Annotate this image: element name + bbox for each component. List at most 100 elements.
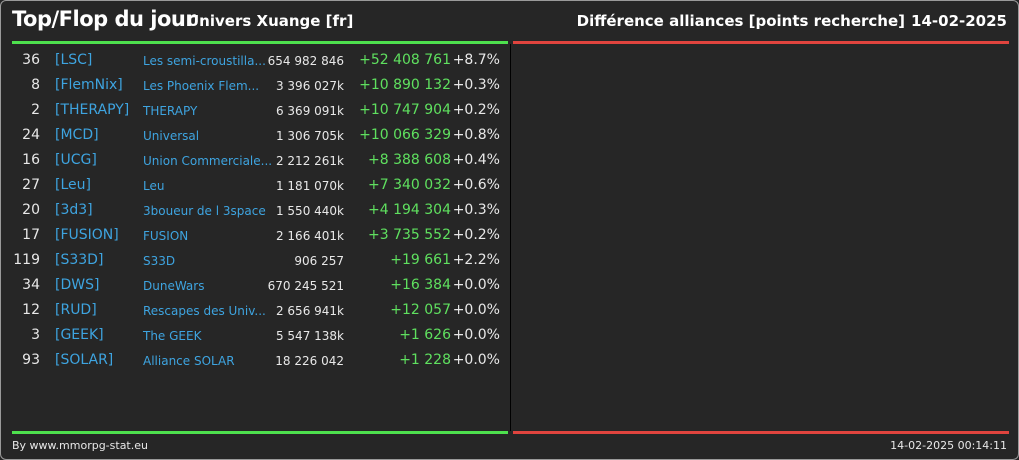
alliance-name-link[interactable]: DuneWars: [143, 279, 205, 293]
points-value: 6 369 091k: [275, 104, 344, 118]
alliance-tag-link[interactable]: [GEEK]: [55, 327, 104, 343]
rank-value: 36: [22, 52, 40, 68]
rank-value: 27: [22, 177, 40, 193]
rank-value: 2: [31, 102, 40, 118]
difference-value: +16 384: [390, 277, 451, 293]
percent-value: +0.3%: [452, 202, 500, 218]
top-section-bottom-line: [12, 431, 508, 434]
flop-section-line: [513, 41, 1009, 44]
alliance-name-link[interactable]: FUSION: [143, 229, 189, 243]
top-section-line: [12, 41, 508, 44]
difference-value: +4 194 304: [368, 202, 451, 218]
alliance-name-link[interactable]: Union Commerciale...: [143, 154, 273, 168]
points-value: 1 550 440k: [275, 204, 344, 218]
difference-value: +52 408 761: [359, 52, 451, 68]
percent-value: +0.2%: [452, 227, 500, 243]
percent-value: +0.0%: [452, 277, 500, 293]
percent-value: +0.0%: [452, 327, 500, 343]
alliance-name-link[interactable]: Alliance SOLAR: [143, 354, 235, 368]
rank-value: 16: [22, 152, 40, 168]
alliance-tag-link[interactable]: [SOLAR]: [55, 352, 114, 368]
alliance-name-link[interactable]: The GEEK: [143, 329, 202, 343]
points-value: 1 306 705k: [275, 129, 344, 143]
rank-value: 8: [31, 77, 40, 93]
alliance-tag-link[interactable]: [RUD]: [55, 302, 97, 318]
percent-value: +0.8%: [452, 127, 500, 143]
column-divider: [510, 44, 511, 431]
percent-value: +0.0%: [452, 352, 500, 368]
rank-value: 34: [22, 277, 40, 293]
alliance-tag-link[interactable]: [LSC]: [55, 52, 93, 68]
alliance-name-link[interactable]: 3boueur de l 3space: [143, 204, 266, 218]
points-value: 1 181 070k: [275, 179, 344, 193]
percent-value: +2.2%: [452, 252, 500, 268]
percent-value: +0.2%: [452, 102, 500, 118]
alliance-name-link[interactable]: Universal: [143, 129, 200, 143]
list-item: 12 [RUD] Rescapes des Univ... 2 656 941k +12…: [1, 298, 510, 323]
alliance-tag-link[interactable]: [DWS]: [55, 277, 100, 293]
list-item: 3 [GEEK] The GEEK 5 547 138k +1 626 +0.0%: [1, 323, 510, 348]
difference-value: +3 735 552: [368, 227, 451, 243]
list-item: 34 [DWS] DuneWars 670 245 521 +16 384 +0.0%: [1, 273, 510, 298]
difference-value: +10 066 329: [359, 127, 451, 143]
rank-value: 24: [22, 127, 40, 143]
generated-timestamp: 14-02-2025 00:14:11: [890, 439, 1007, 452]
alliance-name-link[interactable]: THERAPY: [143, 104, 198, 118]
rank-value: 3: [31, 327, 40, 343]
rank-value: 119: [13, 252, 40, 268]
top-list: 36 [LSC] Les semi-croustilla... 654 982 846…: [1, 48, 510, 373]
date-label: 14-02-2025: [911, 12, 1007, 30]
alliance-name-link[interactable]: S33D: [143, 254, 176, 268]
alliance-tag-link[interactable]: [S33D]: [55, 252, 104, 268]
list-item: 93 [SOLAR] Alliance SOLAR 18 226 042 +1 228 +…: [1, 348, 510, 373]
list-item: 17 [FUSION] FUSION 2 166 401k +3 735 552 +0.2…: [1, 223, 510, 248]
alliance-tag-link[interactable]: [THERAPY]: [55, 102, 130, 118]
points-value: 2 166 401k: [275, 229, 344, 243]
points-value: 3 396 027k: [275, 79, 344, 93]
points-value: 670 245 521: [267, 279, 344, 293]
difference-value: +10 890 132: [359, 77, 451, 93]
alliance-name-link[interactable]: Les Phoenix Flem...: [143, 79, 260, 93]
rank-value: 12: [22, 302, 40, 318]
rank-value: 17: [22, 227, 40, 243]
percent-value: +0.0%: [452, 302, 500, 318]
page-title: Top/Flop du jour: [12, 7, 196, 31]
list-item: 36 [LSC] Les semi-croustilla... 654 982 846…: [1, 48, 510, 73]
points-value: 906 257: [294, 254, 344, 268]
category-label: Différence alliances [points recherche]: [576, 12, 905, 30]
rank-value: 93: [22, 352, 40, 368]
points-value: 2 212 261k: [275, 154, 344, 168]
list-item: 24 [MCD] Universal 1 306 705k +10 066 329 +0.…: [1, 123, 510, 148]
points-value: 2 656 941k: [275, 304, 344, 318]
difference-value: +10 747 904: [359, 102, 451, 118]
difference-value: +19 661: [390, 252, 451, 268]
list-item: 119 [S33D] S33D 906 257 +19 661 +2.2%: [1, 248, 510, 273]
difference-value: +1 228: [399, 352, 451, 368]
list-item: 8 [FlemNix] Les Phoenix Flem... 3 396 027k +…: [1, 73, 510, 98]
alliance-tag-link[interactable]: [3d3]: [55, 202, 93, 218]
percent-value: +8.7%: [452, 52, 500, 68]
points-value: 5 547 138k: [275, 329, 344, 343]
list-item: 2 [THERAPY] THERAPY 6 369 091k +10 747 904 +0…: [1, 98, 510, 123]
flop-section-bottom-line: [513, 431, 1009, 434]
universe-label: Univers Xuange [fr]: [187, 12, 354, 30]
alliance-tag-link[interactable]: [UCG]: [55, 152, 97, 168]
percent-value: +0.3%: [452, 77, 500, 93]
difference-value: +1 626: [399, 327, 451, 343]
difference-value: +12 057: [390, 302, 451, 318]
alliance-tag-link[interactable]: [Leu]: [55, 177, 91, 193]
source-credit: By www.mmorpg-stat.eu: [12, 439, 148, 452]
list-item: 16 [UCG] Union Commerciale... 2 212 261k +8 …: [1, 148, 510, 173]
alliance-tag-link[interactable]: [FlemNix]: [55, 77, 123, 93]
alliance-tag-link[interactable]: [FUSION]: [55, 227, 119, 243]
percent-value: +0.4%: [452, 152, 500, 168]
alliance-name-link[interactable]: Les semi-croustilla...: [143, 54, 266, 68]
alliance-name-link[interactable]: Leu: [143, 179, 165, 193]
alliance-tag-link[interactable]: [MCD]: [55, 127, 99, 143]
list-item: 20 [3d3] 3boueur de l 3space 1 550 440k +4 1…: [1, 198, 510, 223]
alliance-name-link[interactable]: Rescapes des Univ...: [143, 304, 266, 318]
percent-value: +0.6%: [452, 177, 500, 193]
difference-value: +8 388 608: [368, 152, 451, 168]
rank-value: 20: [22, 202, 40, 218]
